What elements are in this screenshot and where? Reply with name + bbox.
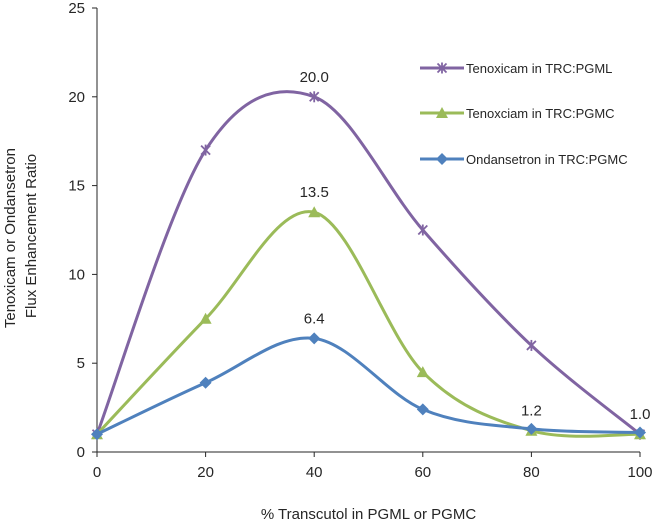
legend-marker-diamond-icon <box>420 153 464 165</box>
y-tick-label: 15 <box>68 178 85 195</box>
data-point <box>416 366 429 378</box>
data-point <box>200 144 211 156</box>
data-point <box>526 339 537 351</box>
series-line <box>95 90 642 436</box>
data-label: 1.0 <box>630 406 651 423</box>
y-axis-title-line-1: Tenoxicam or Ondansetron <box>2 148 19 328</box>
series-3 <box>91 332 646 441</box>
data-point <box>91 428 103 441</box>
data-point <box>199 312 212 324</box>
axes <box>96 8 640 453</box>
data-point <box>308 206 321 218</box>
data-label: 6.4 <box>304 310 325 327</box>
legend-marker <box>436 153 448 165</box>
series-line <box>95 336 642 436</box>
legend-marker <box>436 62 448 74</box>
y-axis-title-line-2: Flux Enhancement Ratio <box>23 154 40 318</box>
x-tick-label: 100 <box>627 464 652 481</box>
y-tick-label: 5 <box>77 355 85 372</box>
data-label: 20.0 <box>300 69 329 86</box>
data-point <box>199 376 212 389</box>
series-lines <box>91 90 646 441</box>
legend-item-ondansetron-pgmc: Ondansetron in TRC:PGMC <box>420 152 628 167</box>
data-point <box>417 224 428 236</box>
data-label: 1.2 <box>521 403 542 420</box>
legend-label: Ondansetron in TRC:PGMC <box>466 152 628 167</box>
y-tick-label: 20 <box>68 89 85 106</box>
x-tick-label: 80 <box>523 464 540 481</box>
legend-item-tenoxicam-pgml: Tenoxicam in TRC:PGML <box>420 61 612 76</box>
x-tick-label: 20 <box>197 464 214 481</box>
data-point <box>634 426 646 439</box>
series-line <box>95 210 642 438</box>
x-tick-label: 60 <box>414 464 431 481</box>
y-axis-title: Tenoxicam or Ondansetron Flux Enhancemen… <box>2 144 40 328</box>
legend-marker-triangle-icon <box>420 107 464 118</box>
data-label: 13.5 <box>300 184 329 201</box>
legend-item-tenoxciam-pgmc: Tenoxciam in TRC:PGMC <box>420 106 615 121</box>
x-tick-label: 0 <box>93 464 101 481</box>
x-tick-label: 40 <box>306 464 323 481</box>
data-point <box>416 403 429 416</box>
series-2 <box>91 206 646 440</box>
tick-labels: 0 5 10 15 20 25 0 20 40 60 80 100 <box>68 0 652 481</box>
x-axis-title: % Transcutol in PGML or PGMC <box>261 506 477 521</box>
legend-marker <box>436 107 448 118</box>
data-labels: 20.0 13.5 6.4 1.2 1.0 <box>300 69 651 423</box>
legend-label: Tenoxicam in TRC:PGML <box>466 61 612 76</box>
y-tick-label: 10 <box>68 266 85 283</box>
y-tick-label: 0 <box>77 444 85 461</box>
series-1 <box>91 90 646 440</box>
y-tick-label: 25 <box>68 0 85 17</box>
data-point <box>525 422 538 435</box>
legend-label: Tenoxciam in TRC:PGMC <box>466 106 615 121</box>
legend: Tenoxicam in TRC:PGML Tenoxciam in TRC:P… <box>420 61 628 167</box>
data-point <box>308 332 321 345</box>
legend-marker-star-icon <box>420 62 464 74</box>
data-point <box>309 91 320 103</box>
